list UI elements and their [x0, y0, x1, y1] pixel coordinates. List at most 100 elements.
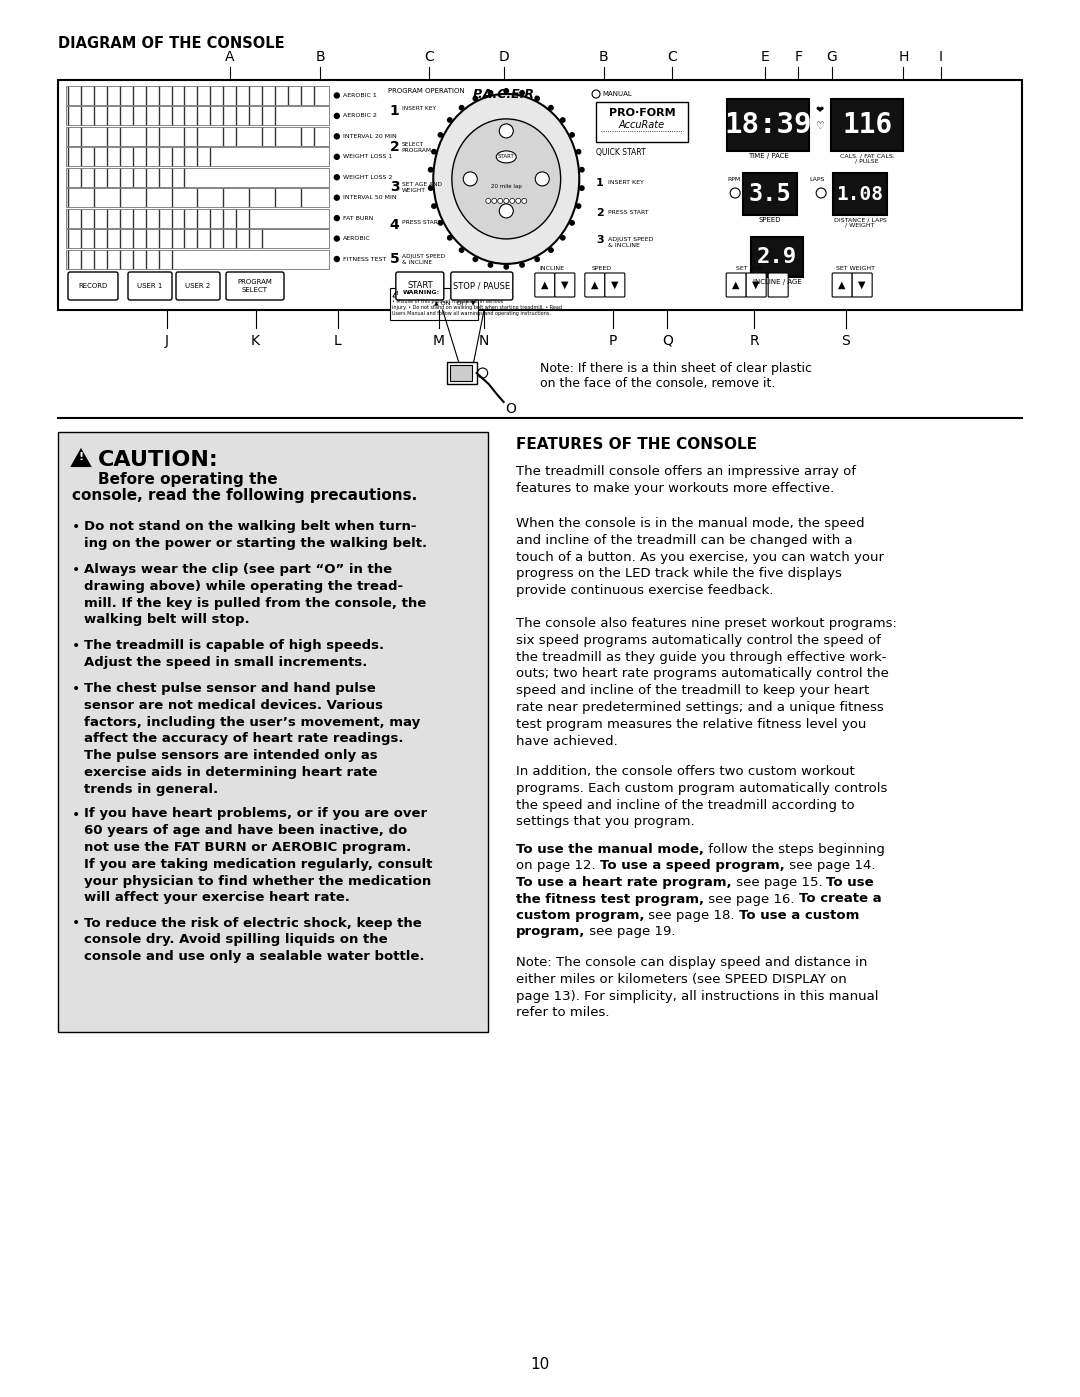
Circle shape — [549, 106, 553, 110]
Text: 2: 2 — [596, 208, 604, 218]
Text: 1: 1 — [596, 177, 604, 189]
Text: ❤: ❤ — [815, 105, 823, 115]
Text: USER 1: USER 1 — [137, 284, 163, 289]
Text: Always wear the clip (see part “O” in the
drawing above) while operating the tre: Always wear the clip (see part “O” in th… — [84, 563, 427, 626]
Text: B: B — [598, 50, 608, 64]
Text: SPEED: SPEED — [759, 217, 782, 224]
FancyBboxPatch shape — [746, 272, 766, 298]
Text: ▲: ▲ — [838, 279, 846, 291]
Text: P: P — [609, 334, 618, 348]
Circle shape — [335, 196, 339, 200]
Text: •: • — [72, 563, 80, 577]
Bar — [743, 173, 797, 215]
Text: 18:39: 18:39 — [725, 110, 812, 138]
Text: L: L — [334, 334, 341, 348]
Text: E: E — [760, 50, 769, 64]
Circle shape — [570, 133, 575, 137]
Circle shape — [491, 198, 497, 204]
Bar — [727, 99, 809, 151]
Text: ▲ ON   OFF ▼: ▲ ON OFF ▼ — [433, 300, 475, 305]
Text: F: F — [795, 50, 802, 64]
Circle shape — [510, 198, 515, 204]
Text: !: ! — [395, 291, 399, 296]
Text: custom program,: custom program, — [516, 909, 645, 922]
Circle shape — [438, 133, 443, 137]
Text: 3.5: 3.5 — [748, 182, 792, 205]
Text: RECORD: RECORD — [79, 284, 108, 289]
Circle shape — [499, 124, 513, 138]
Bar — [832, 99, 903, 151]
Text: •: • — [72, 682, 80, 696]
Circle shape — [498, 198, 503, 204]
Text: CAUTION:: CAUTION: — [98, 450, 219, 469]
Circle shape — [432, 149, 436, 154]
Text: PROGRAM
SELECT: PROGRAM SELECT — [238, 279, 272, 292]
Text: Note: If there is a thin sheet of clear plastic
on the face of the console, remo: Note: If there is a thin sheet of clear … — [540, 362, 812, 390]
Text: PRESS START: PRESS START — [402, 219, 441, 225]
Polygon shape — [72, 450, 90, 467]
Text: I: I — [939, 50, 943, 64]
Bar — [66, 168, 328, 187]
Text: SELECT
PROGRAM: SELECT PROGRAM — [402, 142, 432, 152]
Text: see page 18.: see page 18. — [645, 909, 739, 922]
Text: FAT BURN: FAT BURN — [342, 215, 374, 221]
FancyBboxPatch shape — [585, 272, 605, 298]
Text: • Misuse of this product may result in serious
injury. • Do not stand on walking: • Misuse of this product may result in s… — [392, 299, 562, 316]
Text: USER 2: USER 2 — [186, 284, 211, 289]
Text: TIME / PACE: TIME / PACE — [747, 154, 788, 159]
Circle shape — [516, 198, 521, 204]
Circle shape — [499, 204, 513, 218]
Text: 116: 116 — [842, 110, 892, 138]
Text: PRESS START: PRESS START — [608, 210, 649, 215]
Text: N: N — [478, 334, 489, 348]
Text: H: H — [899, 50, 908, 64]
Ellipse shape — [451, 119, 561, 239]
Text: The console also features nine preset workout programs:
six speed programs autom: The console also features nine preset wo… — [516, 617, 896, 747]
FancyBboxPatch shape — [605, 272, 625, 298]
FancyBboxPatch shape — [129, 272, 172, 300]
Text: see page 19.: see page 19. — [585, 925, 676, 939]
Text: ADJUST SPEED
& INCLINE: ADJUST SPEED & INCLINE — [402, 254, 445, 265]
Circle shape — [335, 94, 339, 98]
Text: •: • — [72, 638, 80, 652]
Text: INSERT KEY: INSERT KEY — [608, 180, 644, 184]
Text: To use a custom: To use a custom — [739, 909, 860, 922]
Text: •: • — [72, 916, 80, 930]
FancyBboxPatch shape — [226, 272, 284, 300]
Text: When the console is in the manual mode, the speed
and incline of the treadmill c: When the console is in the manual mode, … — [516, 517, 885, 597]
Bar — [58, 80, 1022, 310]
Circle shape — [535, 96, 539, 101]
Text: SPEED: SPEED — [592, 265, 612, 271]
Circle shape — [570, 221, 575, 225]
Bar — [66, 147, 328, 166]
Text: program,: program, — [516, 925, 585, 939]
Text: ♡: ♡ — [815, 122, 824, 131]
Text: PROGRAM OPERATION: PROGRAM OPERATION — [388, 88, 464, 94]
Text: WEIGHT LOSS 1: WEIGHT LOSS 1 — [342, 154, 392, 159]
Text: INTERVAL 20 MIN: INTERVAL 20 MIN — [342, 134, 396, 138]
Text: The treadmill is capable of high speeds.
Adjust the speed in small increments.: The treadmill is capable of high speeds.… — [84, 638, 384, 669]
Bar — [58, 432, 488, 1032]
Text: To create a: To create a — [799, 893, 881, 905]
Text: To use a heart rate program,: To use a heart rate program, — [516, 876, 731, 888]
Circle shape — [519, 91, 524, 95]
Text: A: A — [225, 50, 234, 64]
Text: DISTANCE / LAPS
/ WEIGHT: DISTANCE / LAPS / WEIGHT — [834, 217, 887, 228]
Ellipse shape — [497, 151, 516, 163]
Ellipse shape — [433, 94, 579, 264]
Text: AEROBIC 1: AEROBIC 1 — [342, 94, 377, 98]
Text: INSERT KEY: INSERT KEY — [402, 106, 436, 110]
Bar — [390, 288, 477, 320]
Text: ▲: ▲ — [591, 279, 598, 291]
Text: CALS. / FAT CALS.
/ PULSE: CALS. / FAT CALS. / PULSE — [840, 154, 894, 163]
Text: ADJUST SPEED
& INCLINE: ADJUST SPEED & INCLINE — [608, 237, 653, 247]
Text: To use the manual mode,: To use the manual mode, — [516, 842, 704, 856]
Text: If you have heart problems, or if you are over
60 years of age and have been ina: If you have heart problems, or if you ar… — [84, 807, 432, 904]
Text: 10: 10 — [530, 1356, 550, 1372]
Circle shape — [486, 198, 490, 204]
Text: see page 14.: see page 14. — [785, 859, 875, 873]
Text: •: • — [72, 807, 80, 821]
Text: MANUAL: MANUAL — [602, 91, 632, 96]
FancyBboxPatch shape — [535, 272, 555, 298]
Text: Do not stand on the walking belt when turn-
ing on the power or starting the wal: Do not stand on the walking belt when tu… — [84, 520, 427, 550]
